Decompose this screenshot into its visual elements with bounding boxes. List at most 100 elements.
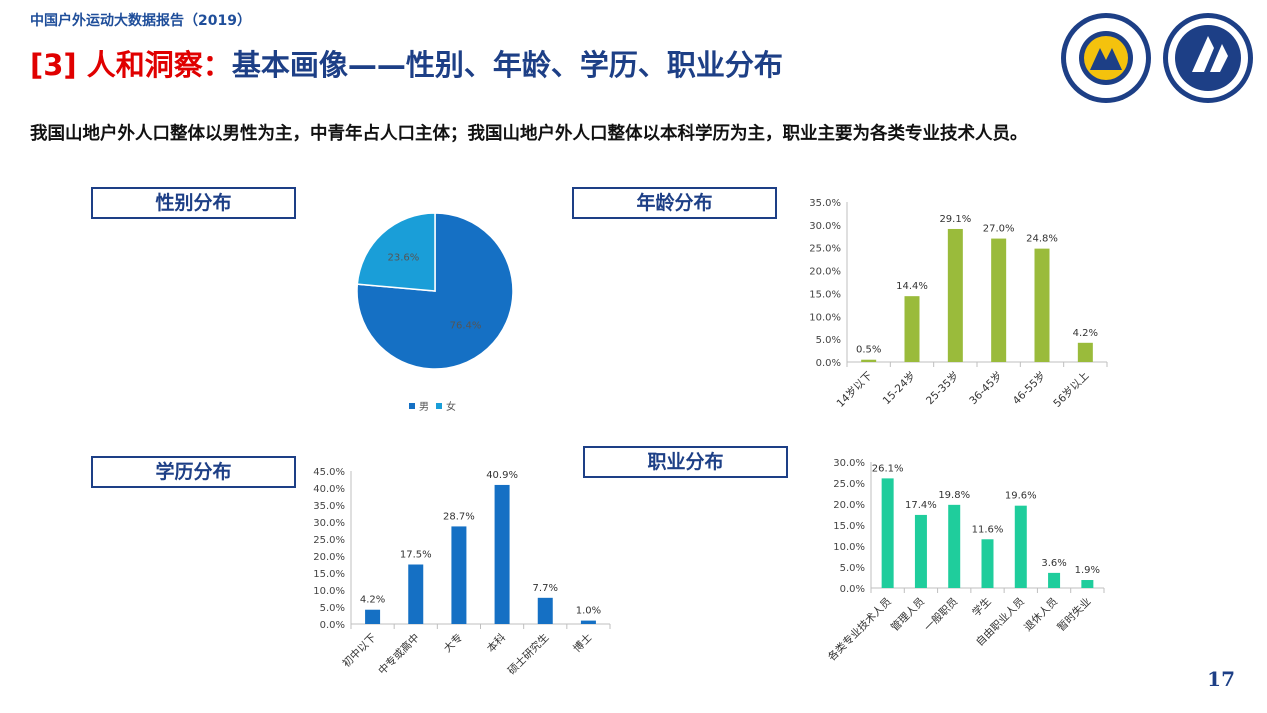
bar-data-label: 1.9% bbox=[1075, 565, 1100, 576]
mountaineering-association-logo bbox=[1061, 13, 1151, 103]
bar-data-label: 17.5% bbox=[400, 550, 432, 561]
page-title: [3] 人和洞察：基本画像——性别、年龄、学历、职业分布 bbox=[30, 42, 783, 84]
legend-label: 女 bbox=[446, 400, 456, 413]
bar-occupation bbox=[948, 504, 961, 588]
y-tick-label: 35.0% bbox=[809, 198, 841, 209]
x-tick-label: 硕士研究生 bbox=[505, 631, 551, 677]
bar-occupation bbox=[981, 539, 994, 588]
x-tick-label: 中专或高中 bbox=[376, 631, 422, 677]
x-tick-label: 36-45岁 bbox=[967, 369, 1005, 407]
legend-label: 男 bbox=[419, 401, 429, 413]
report-title: 中国户外运动大数据报告（2019） bbox=[30, 13, 251, 29]
y-tick-label: 5.0% bbox=[840, 563, 865, 574]
y-tick-label: 25.0% bbox=[809, 244, 841, 255]
x-tick-label: 14岁以下 bbox=[834, 369, 875, 410]
bar-data-label: 1.0% bbox=[576, 606, 601, 617]
bar-data-label: 27.0% bbox=[983, 224, 1015, 235]
y-tick-label: 30.0% bbox=[833, 458, 865, 469]
bar-age bbox=[947, 228, 963, 362]
x-tick-label: 各类专业技术人员 bbox=[825, 595, 894, 664]
y-tick-label: 40.0% bbox=[313, 484, 345, 495]
x-tick-label: 管理人员 bbox=[888, 595, 927, 634]
bar-data-label: 17.4% bbox=[905, 500, 937, 511]
bar-data-label: 29.1% bbox=[939, 214, 971, 225]
pie-slice-female bbox=[356, 212, 436, 292]
bar-data-label: 4.2% bbox=[360, 595, 385, 606]
title-rest: 基本画像——性别、年龄、学历、职业分布 bbox=[231, 48, 783, 82]
age-section-label: 年龄分布 bbox=[572, 187, 777, 219]
bar-education bbox=[365, 609, 381, 624]
education-section-label: 学历分布 bbox=[91, 456, 296, 488]
pie-data-label: 23.6% bbox=[388, 252, 420, 263]
x-tick-label: 学生 bbox=[970, 595, 994, 619]
bar-age bbox=[991, 238, 1007, 362]
bar-occupation bbox=[881, 478, 894, 588]
title-red: 人和洞察： bbox=[86, 48, 232, 82]
x-tick-label: 大专 bbox=[441, 631, 465, 655]
bar-age bbox=[861, 359, 877, 362]
bar-data-label: 28.7% bbox=[443, 511, 475, 522]
y-tick-label: 10.0% bbox=[313, 586, 345, 597]
bar-occupation bbox=[914, 514, 927, 588]
y-tick-label: 20.0% bbox=[809, 267, 841, 278]
y-tick-label: 25.0% bbox=[313, 535, 345, 546]
pie-slice-male bbox=[356, 212, 514, 370]
x-tick-label: 暂时失业 bbox=[1055, 595, 1094, 634]
bar-occupation bbox=[1014, 505, 1027, 588]
bar-education bbox=[451, 526, 467, 624]
x-tick-label: 初中以下 bbox=[340, 631, 379, 670]
y-tick-label: 35.0% bbox=[313, 501, 345, 512]
y-tick-label: 15.0% bbox=[313, 569, 345, 580]
occupation-section-label: 职业分布 bbox=[583, 446, 788, 478]
bar-data-label: 40.9% bbox=[486, 470, 518, 481]
y-tick-label: 5.0% bbox=[320, 603, 345, 614]
y-tick-label: 10.0% bbox=[833, 542, 865, 553]
bar-data-label: 19.8% bbox=[938, 490, 970, 501]
x-tick-label: 56岁以上 bbox=[1051, 369, 1092, 410]
x-tick-label: 博士 bbox=[570, 631, 594, 655]
y-tick-label: 25.0% bbox=[833, 479, 865, 490]
bar-education bbox=[494, 484, 510, 624]
y-tick-label: 10.0% bbox=[809, 312, 841, 323]
y-tick-label: 0.0% bbox=[840, 584, 865, 595]
legend-swatch bbox=[409, 403, 415, 409]
bar-data-label: 26.1% bbox=[872, 463, 904, 474]
bar-data-label: 19.6% bbox=[1005, 491, 1037, 502]
bar-age bbox=[904, 296, 920, 362]
research-center-logo bbox=[1163, 13, 1253, 103]
page-number: 17 bbox=[1207, 667, 1235, 691]
bar-education bbox=[408, 564, 424, 624]
legend-swatch bbox=[436, 403, 442, 409]
bar-education bbox=[537, 597, 553, 624]
y-tick-label: 15.0% bbox=[833, 521, 865, 532]
title-tag: [3] bbox=[30, 48, 87, 82]
bar-data-label: 4.2% bbox=[1073, 328, 1098, 339]
y-tick-label: 0.0% bbox=[816, 358, 841, 369]
gender-section-label: 性别分布 bbox=[91, 187, 296, 219]
x-tick-label: 25-35岁 bbox=[923, 369, 961, 407]
bar-data-label: 0.5% bbox=[856, 345, 881, 356]
bar-age bbox=[1077, 342, 1093, 362]
y-tick-label: 15.0% bbox=[809, 289, 841, 300]
summary-text: 我国山地户外人口整体以男性为主，中青年占人口主体；我国山地户外人口整体以本科学历… bbox=[30, 124, 1028, 144]
bar-data-label: 24.8% bbox=[1026, 234, 1058, 245]
y-tick-label: 20.0% bbox=[833, 500, 865, 511]
bar-occupation bbox=[1081, 580, 1094, 588]
bar-occupation bbox=[1048, 572, 1061, 588]
y-tick-label: 20.0% bbox=[313, 552, 345, 563]
y-tick-label: 45.0% bbox=[313, 467, 345, 478]
y-tick-label: 30.0% bbox=[809, 221, 841, 232]
x-tick-label: 退休人员 bbox=[1022, 596, 1060, 634]
x-tick-label: 一般职员 bbox=[921, 595, 960, 634]
y-tick-label: 5.0% bbox=[816, 335, 841, 346]
bar-data-label: 11.6% bbox=[972, 524, 1004, 535]
bar-age bbox=[1034, 248, 1050, 362]
x-tick-label: 本科 bbox=[484, 631, 508, 655]
x-tick-label: 15-24岁 bbox=[880, 369, 918, 407]
bar-data-label: 7.7% bbox=[533, 583, 558, 594]
bar-data-label: 3.6% bbox=[1041, 558, 1066, 569]
y-tick-label: 30.0% bbox=[313, 518, 345, 529]
bar-data-label: 14.4% bbox=[896, 281, 928, 292]
x-tick-label: 46-55岁 bbox=[1010, 369, 1048, 407]
